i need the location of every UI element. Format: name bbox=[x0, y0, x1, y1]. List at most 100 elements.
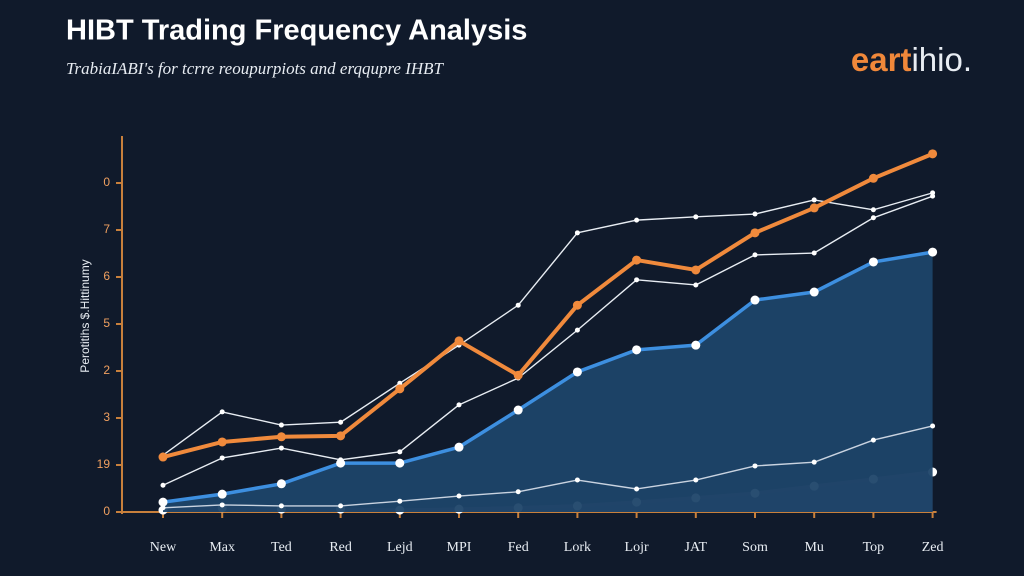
point bbox=[811, 197, 817, 203]
x-tick-label: Fed bbox=[508, 540, 529, 555]
point bbox=[158, 497, 168, 507]
x-tick-label: MPI bbox=[447, 540, 472, 555]
point bbox=[693, 282, 699, 288]
y-tick-label: 0 bbox=[103, 175, 110, 189]
chart-subtitle: TrabiaIABI's for tcrre reoupurpiots and … bbox=[66, 59, 445, 78]
line bbox=[162, 425, 933, 509]
chart-title: HIBT Trading Frequency Analysis bbox=[66, 15, 527, 47]
y-tick-label: 3 bbox=[103, 410, 110, 424]
point bbox=[217, 489, 227, 499]
point bbox=[752, 211, 758, 217]
x-tick-label: Zed bbox=[922, 540, 944, 555]
point bbox=[397, 449, 403, 455]
logo: eartihio. bbox=[851, 41, 972, 78]
point bbox=[632, 345, 642, 355]
logo-accent: eart bbox=[851, 41, 912, 78]
point bbox=[160, 482, 166, 488]
point bbox=[634, 486, 640, 492]
point bbox=[693, 214, 699, 220]
line bbox=[162, 195, 933, 486]
point bbox=[868, 257, 878, 267]
point bbox=[574, 230, 580, 236]
point bbox=[574, 327, 580, 333]
point bbox=[870, 215, 876, 221]
point bbox=[634, 277, 640, 283]
area bbox=[163, 252, 933, 512]
point bbox=[513, 370, 523, 380]
point bbox=[752, 463, 758, 469]
point bbox=[217, 437, 227, 447]
point bbox=[397, 498, 403, 504]
point bbox=[930, 423, 936, 429]
x-tick-label: Lork bbox=[564, 540, 591, 555]
point bbox=[750, 295, 760, 305]
point bbox=[278, 422, 284, 428]
line bbox=[162, 152, 934, 459]
point bbox=[515, 302, 521, 308]
point bbox=[515, 489, 521, 495]
point bbox=[278, 503, 284, 509]
point bbox=[693, 477, 699, 483]
point bbox=[456, 493, 462, 499]
y-tick-label: 5 bbox=[103, 316, 110, 330]
y-tick-label: 6 bbox=[103, 269, 110, 283]
y-axis-label: Perotitihs $.Hittinumy bbox=[78, 259, 92, 372]
x-tick-label: Lejd bbox=[387, 540, 413, 555]
plot-area: 0 19 3 2 5 6 7 0 New Max Ted Red Lejd MPI Fed Lork Lojr J… bbox=[97, 136, 944, 555]
x-tick-label: Red bbox=[329, 540, 352, 555]
line bbox=[162, 192, 933, 456]
point bbox=[276, 479, 286, 489]
point bbox=[870, 437, 876, 443]
point bbox=[572, 300, 582, 310]
y-tick-label: 7 bbox=[103, 222, 110, 236]
point bbox=[691, 340, 701, 350]
point bbox=[338, 419, 344, 425]
point bbox=[219, 455, 225, 461]
x-tick-label: New bbox=[150, 540, 177, 555]
point bbox=[634, 217, 640, 223]
point bbox=[278, 445, 284, 451]
point bbox=[930, 190, 936, 196]
point bbox=[219, 502, 225, 508]
point bbox=[632, 255, 642, 265]
point bbox=[572, 367, 582, 377]
point bbox=[811, 459, 817, 465]
x-tick-label: Ted bbox=[271, 540, 292, 555]
point bbox=[454, 442, 464, 452]
point bbox=[809, 287, 819, 297]
point bbox=[338, 457, 344, 463]
line bbox=[162, 250, 933, 504]
point bbox=[454, 336, 464, 346]
x-tick-label: Mu bbox=[804, 540, 823, 555]
point bbox=[395, 384, 405, 394]
point bbox=[160, 505, 166, 511]
point bbox=[456, 402, 462, 408]
point bbox=[750, 228, 760, 238]
point bbox=[395, 458, 405, 468]
y-tick-label: 2 bbox=[103, 363, 110, 377]
point bbox=[752, 252, 758, 258]
x-tick-label: Som bbox=[742, 540, 768, 555]
point bbox=[574, 477, 580, 483]
point bbox=[811, 250, 817, 256]
point bbox=[928, 149, 938, 159]
point bbox=[336, 431, 346, 441]
y-tick-label: 0 bbox=[103, 504, 110, 518]
x-tick-label: Top bbox=[863, 540, 885, 555]
point bbox=[513, 405, 523, 415]
point bbox=[868, 173, 878, 183]
point bbox=[928, 247, 938, 257]
point bbox=[158, 452, 168, 462]
point bbox=[809, 203, 819, 213]
x-tick-label: JAT bbox=[685, 540, 708, 555]
point bbox=[397, 380, 403, 386]
x-tick-label: Max bbox=[209, 540, 235, 555]
y-tick-label: 19 bbox=[97, 457, 111, 471]
logo-rest: ihio. bbox=[911, 41, 972, 78]
point bbox=[276, 432, 286, 442]
point bbox=[338, 503, 344, 509]
point bbox=[219, 409, 225, 415]
x-tick-label: Lojr bbox=[625, 540, 649, 555]
point bbox=[691, 265, 701, 275]
